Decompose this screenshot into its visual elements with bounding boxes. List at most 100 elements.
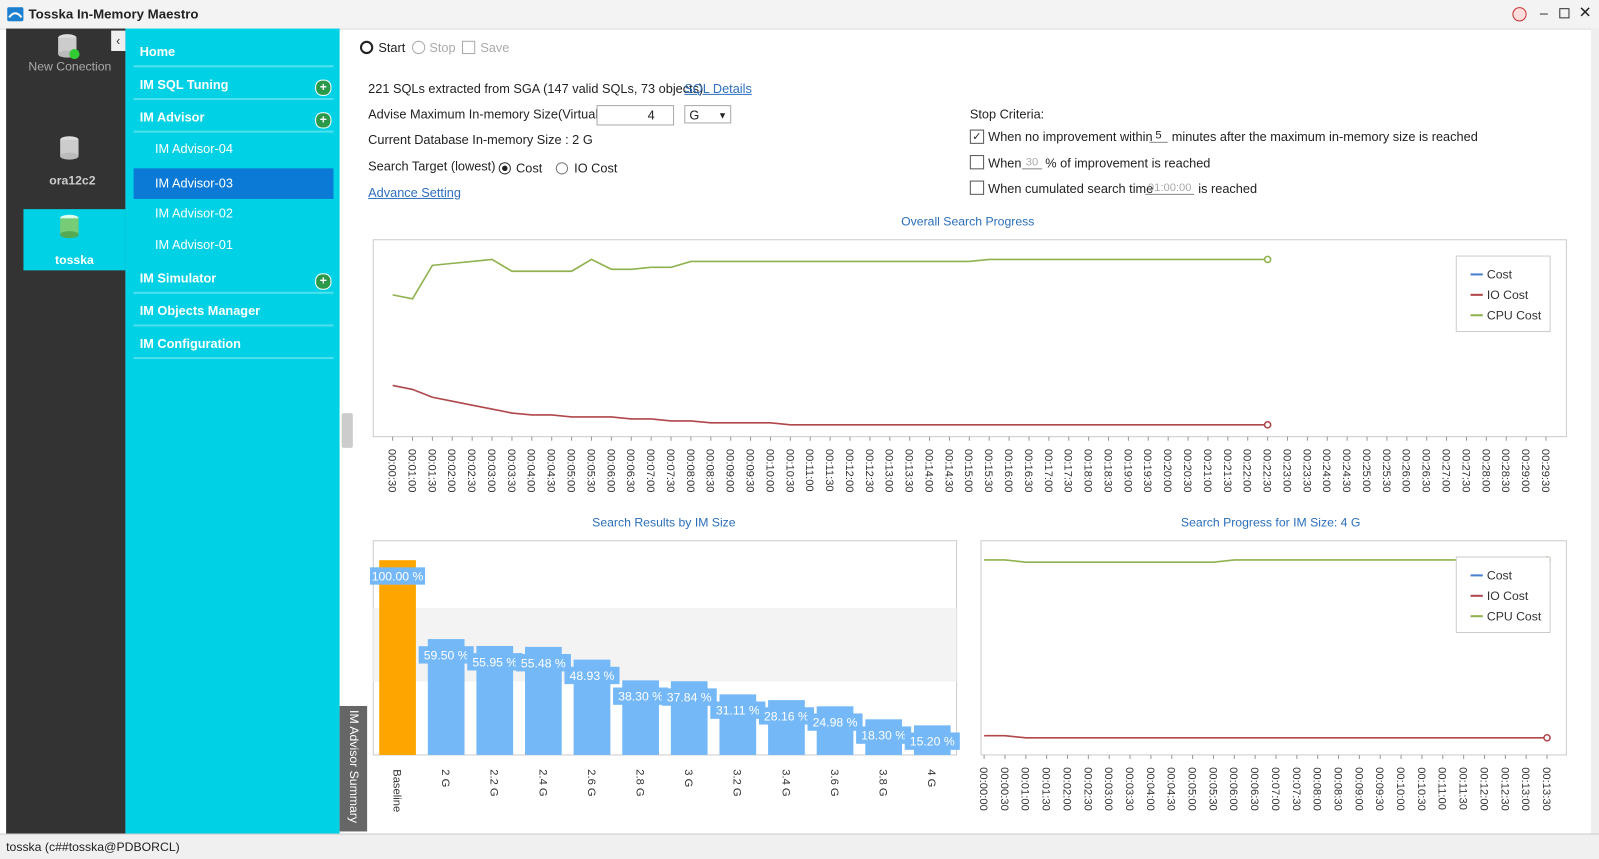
x-tick-label: 00:01:30 xyxy=(1040,767,1052,811)
close-button[interactable]: ✕ xyxy=(1578,4,1592,22)
value-label: 59.50 % xyxy=(424,648,469,662)
advance-setting-link[interactable]: Advance Setting xyxy=(368,185,461,200)
value-label: 55.48 % xyxy=(521,656,566,670)
nav-item[interactable]: Home xyxy=(133,37,334,68)
x-tick-label: 00:15:00 xyxy=(962,449,974,493)
save-icon[interactable] xyxy=(461,40,476,55)
window-title: Tosska In-Memory Maestro xyxy=(28,6,199,22)
value-label-bg xyxy=(613,687,669,705)
stop-criteria-title: Stop Criteria: xyxy=(969,107,1045,122)
x-tick-label: 00:03:30 xyxy=(505,449,517,493)
x-tick-label: 00:07:30 xyxy=(664,449,676,493)
x-tick-label: 00:21:00 xyxy=(1201,449,1213,493)
nav-item[interactable]: IM Simulator xyxy=(133,263,334,294)
x-tick-label: 00:02:00 xyxy=(1060,767,1072,811)
checkbox[interactable] xyxy=(969,155,985,170)
x-tick-label: 00:12:30 xyxy=(863,449,875,493)
x-tick-label: 00:08:00 xyxy=(1311,767,1323,811)
x-tick-label: 3.8 G xyxy=(877,769,889,796)
radio-label[interactable]: IO Cost xyxy=(574,161,618,176)
x-tick-label: 00:12:00 xyxy=(1477,767,1489,811)
series-line xyxy=(392,258,1268,300)
collapse-button[interactable]: ‹ xyxy=(111,30,126,52)
x-tick-label: 00:10:30 xyxy=(783,449,795,493)
x-tick-label: 00:16:30 xyxy=(1022,449,1034,493)
criteria-text: is reached xyxy=(1198,181,1258,196)
criteria-field[interactable]: 01:00:00 xyxy=(1145,182,1195,195)
splitter-handle[interactable] xyxy=(341,413,353,448)
x-tick-label: 00:01:30 xyxy=(425,449,437,493)
x-tick-label: 00:09:30 xyxy=(1373,767,1385,811)
x-tick-label: 00:01:00 xyxy=(405,449,417,493)
start-icon[interactable] xyxy=(359,40,374,55)
selected-connection[interactable]: tosska xyxy=(23,209,126,271)
x-tick-label: 00:06:30 xyxy=(1248,767,1260,811)
x-tick-label: 00:17:00 xyxy=(1042,449,1054,493)
criteria-text: When xyxy=(988,156,1022,171)
x-tick-label: 00:09:00 xyxy=(1352,767,1364,811)
x-tick-label: 00:07:30 xyxy=(1290,767,1302,811)
x-tick-label: 00:05:30 xyxy=(1206,767,1218,811)
x-tick-label: 2.4 G xyxy=(536,769,548,796)
maximize-button[interactable] xyxy=(1559,8,1570,19)
x-tick-label: 00:18:00 xyxy=(1082,449,1094,493)
nav-item[interactable]: IM Objects Manager xyxy=(133,296,334,327)
toolbar-button[interactable]: Start xyxy=(378,40,406,56)
legend-label: Cost xyxy=(1487,268,1513,282)
series-line xyxy=(984,559,1548,563)
x-tick-label: 4 G xyxy=(925,769,937,787)
sql-details-link[interactable]: SQL Details xyxy=(684,81,752,96)
toolbar-button[interactable]: Stop xyxy=(429,40,456,56)
expand-icon[interactable]: + xyxy=(315,112,332,129)
criteria-field[interactable]: 30 xyxy=(1021,156,1043,170)
value-label-bg xyxy=(856,726,912,744)
db-icon xyxy=(60,214,79,239)
legend-label: Cost xyxy=(1487,568,1513,582)
x-tick-label: 00:00:30 xyxy=(386,449,398,493)
x-tick-label: 00:20:00 xyxy=(1161,449,1173,493)
x-tick-label: 00:11:30 xyxy=(1457,767,1469,810)
x-tick-label: 00:15:30 xyxy=(982,449,994,493)
expand-icon[interactable]: + xyxy=(315,79,332,96)
advise-label: Advise Maximum In-memory Size(Virtual) : xyxy=(368,107,610,122)
radio[interactable] xyxy=(555,162,569,175)
status-bar: tosska (c##tosska@PDBORCL) xyxy=(0,833,1599,859)
checkbox-checked[interactable]: ✓ xyxy=(969,129,985,144)
x-tick-label: 00:04:00 xyxy=(1144,767,1156,811)
side-tab[interactable]: IM Advisor Summary xyxy=(339,705,368,832)
criteria-field[interactable]: 5 xyxy=(1149,130,1168,143)
toolbar-button[interactable]: Save xyxy=(480,40,510,56)
criteria-text: When cumulated search time xyxy=(988,181,1154,196)
value-label-bg xyxy=(710,701,766,719)
nav-item[interactable]: IM Advisor xyxy=(133,102,334,133)
app-icon xyxy=(7,7,24,22)
value-label: 55.95 % xyxy=(472,655,517,669)
nav-subitem[interactable]: IM Advisor-04 xyxy=(155,141,233,157)
nav-subitem-selected[interactable]: IM Advisor-03 xyxy=(133,168,334,199)
connection-label[interactable]: ora12c2 xyxy=(49,173,96,188)
unit-select[interactable]: G ▼ xyxy=(684,105,732,124)
connection-label[interactable]: tosska xyxy=(55,253,94,268)
nav-item[interactable]: IM Configuration xyxy=(133,329,334,360)
advise-input[interactable]: 4 xyxy=(596,105,675,126)
nav-subitem[interactable]: IM Advisor-01 xyxy=(155,237,233,252)
right-edge xyxy=(1590,28,1599,834)
radio-label[interactable]: Cost xyxy=(516,161,543,176)
x-tick-label: 00:12:30 xyxy=(1498,767,1510,811)
checkbox[interactable] xyxy=(969,180,985,195)
stop-icon[interactable] xyxy=(411,40,426,55)
nav-subitem[interactable]: IM Advisor-02 xyxy=(155,206,233,221)
nav-item[interactable]: IM SQL Tuning xyxy=(133,69,334,100)
x-tick-label: 00:08:30 xyxy=(704,449,716,493)
x-tick-label: 00:23:30 xyxy=(1300,449,1312,493)
x-tick-label: 00:21:30 xyxy=(1221,449,1233,493)
record-button[interactable] xyxy=(1512,7,1527,22)
chart-title: Overall Search Progress xyxy=(901,214,1034,228)
radio-selected[interactable] xyxy=(498,162,511,175)
minimize-button[interactable]: – xyxy=(1539,4,1548,21)
value-label-bg xyxy=(467,653,523,671)
x-tick-label: 3 G xyxy=(682,769,694,787)
expand-icon[interactable]: + xyxy=(315,273,332,290)
connection-label[interactable]: New Conection xyxy=(28,59,112,74)
